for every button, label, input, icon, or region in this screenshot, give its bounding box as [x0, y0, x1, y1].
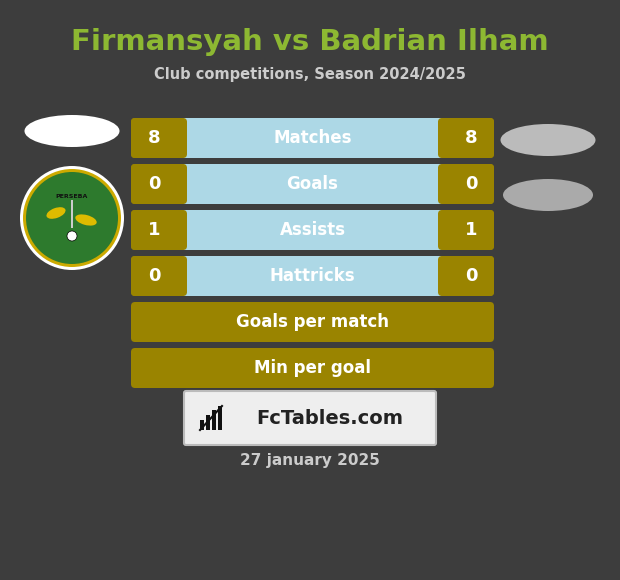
FancyBboxPatch shape — [131, 210, 187, 250]
Text: 1: 1 — [465, 221, 477, 239]
Circle shape — [67, 231, 77, 241]
FancyBboxPatch shape — [131, 164, 187, 204]
FancyBboxPatch shape — [438, 210, 494, 250]
Circle shape — [20, 166, 124, 270]
Text: Min per goal: Min per goal — [254, 359, 371, 377]
FancyBboxPatch shape — [131, 302, 494, 342]
Bar — [212, 410, 216, 430]
Text: Goals: Goals — [286, 175, 339, 193]
Text: Club competitions, Season 2024/2025: Club competitions, Season 2024/2025 — [154, 67, 466, 82]
Text: 1: 1 — [148, 221, 160, 239]
FancyBboxPatch shape — [438, 118, 494, 158]
Bar — [218, 406, 222, 430]
Text: 0: 0 — [465, 267, 477, 285]
Text: 0: 0 — [465, 175, 477, 193]
FancyBboxPatch shape — [131, 118, 494, 158]
Text: Matches: Matches — [273, 129, 352, 147]
Text: 0: 0 — [148, 175, 160, 193]
FancyBboxPatch shape — [171, 164, 454, 204]
Ellipse shape — [46, 207, 66, 219]
FancyBboxPatch shape — [131, 164, 494, 204]
Text: Assists: Assists — [280, 221, 345, 239]
Text: 8: 8 — [148, 129, 161, 147]
Ellipse shape — [500, 124, 595, 156]
FancyBboxPatch shape — [131, 348, 494, 388]
FancyBboxPatch shape — [131, 256, 494, 296]
Ellipse shape — [503, 179, 593, 211]
Bar — [206, 415, 210, 430]
FancyBboxPatch shape — [184, 391, 436, 445]
Text: Firmansyah vs Badrian Ilham: Firmansyah vs Badrian Ilham — [71, 28, 549, 56]
FancyBboxPatch shape — [438, 164, 494, 204]
Circle shape — [23, 169, 121, 267]
Text: 0: 0 — [148, 267, 160, 285]
FancyBboxPatch shape — [131, 256, 187, 296]
FancyBboxPatch shape — [131, 210, 494, 250]
Bar — [71, 200, 73, 228]
Text: FcTables.com: FcTables.com — [256, 408, 404, 427]
Ellipse shape — [25, 115, 120, 147]
Text: Goals per match: Goals per match — [236, 313, 389, 331]
Circle shape — [26, 172, 118, 264]
Text: 8: 8 — [464, 129, 477, 147]
Ellipse shape — [75, 215, 97, 226]
FancyBboxPatch shape — [171, 118, 454, 158]
FancyBboxPatch shape — [131, 118, 187, 158]
FancyBboxPatch shape — [171, 210, 454, 250]
Text: Hattricks: Hattricks — [270, 267, 355, 285]
Text: 27 january 2025: 27 january 2025 — [240, 452, 380, 467]
FancyBboxPatch shape — [171, 256, 454, 296]
FancyBboxPatch shape — [438, 256, 494, 296]
Bar — [200, 420, 204, 430]
Text: PERSEBA: PERSEBA — [56, 194, 88, 198]
